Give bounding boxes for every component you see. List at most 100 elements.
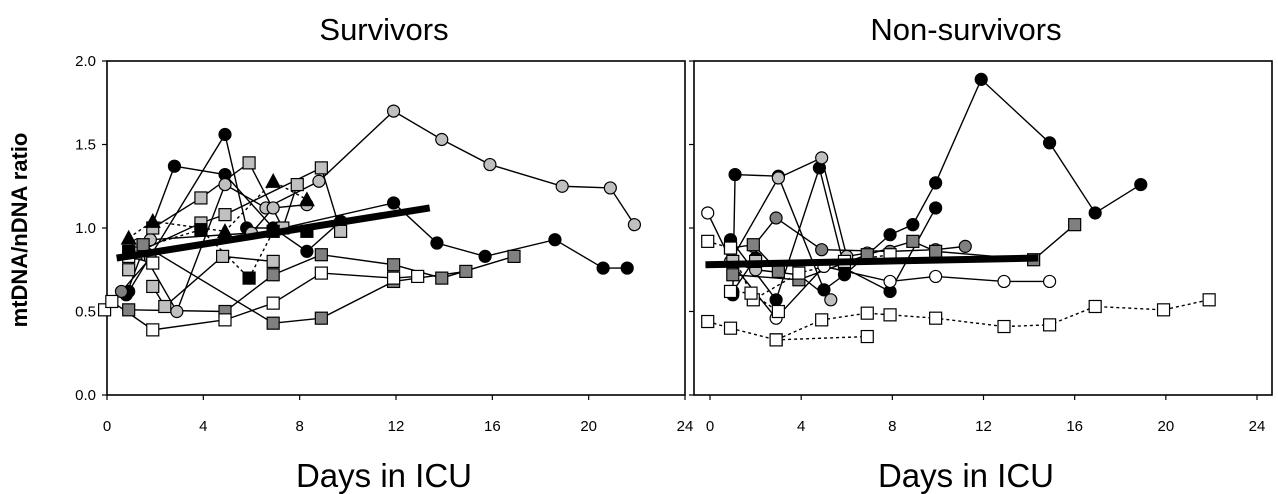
data-point xyxy=(218,177,232,192)
panel-title-non-survivors: Non-survivors xyxy=(870,12,1061,47)
data-point xyxy=(265,172,282,188)
data-point xyxy=(815,313,829,327)
data-point xyxy=(146,279,160,294)
data-point xyxy=(723,284,738,299)
chart-panel-non-survivors: Non-survivors 0 4 8 12 16 20 24 Days in ICU xyxy=(689,12,1273,494)
x-tick-label: 24 xyxy=(677,418,694,435)
data-point xyxy=(167,159,182,173)
y-tick-label: 0.5 xyxy=(75,304,96,321)
series-line xyxy=(152,255,274,308)
x-tick-label: 16 xyxy=(1066,418,1083,435)
data-point xyxy=(1156,303,1171,317)
data-point xyxy=(974,72,988,86)
x-tick-label: 4 xyxy=(199,418,207,435)
x-tick-label: 8 xyxy=(888,418,896,435)
data-point xyxy=(997,274,1011,289)
data-point xyxy=(997,319,1011,334)
data-point xyxy=(771,304,785,319)
data-point xyxy=(883,274,897,289)
data-point xyxy=(478,249,492,263)
x-tick-label: 20 xyxy=(580,418,597,435)
data-point xyxy=(883,308,897,322)
data-point xyxy=(824,293,838,307)
data-point xyxy=(627,218,642,232)
series-line xyxy=(128,132,628,292)
series-line xyxy=(128,228,307,280)
data-point xyxy=(266,296,280,310)
x-axis-label-non-survivors: Days in ICU xyxy=(878,457,1054,494)
y-tick-label: 1.0 xyxy=(75,220,96,237)
data-point xyxy=(1134,177,1148,192)
data-point xyxy=(906,234,920,248)
data-point xyxy=(146,323,160,337)
data-point xyxy=(435,271,449,285)
data-point xyxy=(555,179,569,193)
data-point xyxy=(771,171,785,185)
data-point xyxy=(144,213,161,228)
x-tick-label: 24 xyxy=(1249,418,1266,435)
data-point xyxy=(105,294,119,309)
data-point xyxy=(1042,274,1057,289)
data-point xyxy=(218,208,232,222)
data-point xyxy=(792,266,806,280)
data-point xyxy=(701,206,715,220)
data-point xyxy=(817,283,831,297)
data-point xyxy=(815,151,829,165)
data-point xyxy=(120,229,137,245)
data-point xyxy=(701,234,715,248)
series-group-survivors xyxy=(97,104,642,337)
data-point xyxy=(929,176,943,190)
x-tick-label: 12 xyxy=(388,418,405,435)
data-point xyxy=(266,316,280,330)
data-point xyxy=(929,311,943,325)
data-point xyxy=(620,261,634,275)
data-point xyxy=(1068,218,1082,232)
y-tick-label: 2.0 xyxy=(75,53,96,70)
y-tick-label: 0.0 xyxy=(75,387,96,404)
data-point xyxy=(883,228,897,242)
data-point xyxy=(146,256,160,270)
data-point xyxy=(929,269,943,284)
data-point xyxy=(194,191,208,205)
data-point xyxy=(958,239,972,253)
data-point xyxy=(744,286,758,300)
data-point xyxy=(548,233,562,247)
data-point xyxy=(860,306,874,320)
data-point xyxy=(136,238,150,252)
data-point xyxy=(596,261,610,275)
data-point xyxy=(701,314,715,329)
data-point xyxy=(603,181,617,195)
series-line xyxy=(104,272,418,331)
data-point xyxy=(507,249,521,263)
data-point xyxy=(386,258,401,272)
data-point xyxy=(334,224,348,238)
data-point xyxy=(290,177,304,192)
data-point xyxy=(1088,299,1102,314)
data-point xyxy=(1088,206,1102,220)
data-point xyxy=(483,157,497,172)
data-point xyxy=(300,244,314,258)
data-point xyxy=(386,196,401,210)
data-point xyxy=(435,132,449,147)
data-point xyxy=(723,241,738,255)
data-point xyxy=(314,311,328,325)
x-axis-label-survivors: Days in ICU xyxy=(296,457,472,494)
x-tick-label: 0 xyxy=(706,418,714,435)
data-point xyxy=(815,243,829,257)
data-point xyxy=(266,254,280,268)
series-group-non-survivors xyxy=(701,72,1216,347)
data-point xyxy=(242,156,256,170)
data-point xyxy=(312,174,326,188)
y-tick-label: 1.5 xyxy=(75,137,96,154)
x-tick-label: 0 xyxy=(103,418,111,435)
data-point xyxy=(929,201,943,215)
trend-line xyxy=(116,204,431,262)
data-point xyxy=(314,266,328,280)
data-point xyxy=(122,263,136,277)
x-tick-label: 12 xyxy=(975,418,992,435)
data-point xyxy=(216,249,230,263)
x-tick-label: 4 xyxy=(797,418,805,435)
data-point xyxy=(170,304,184,319)
data-point xyxy=(906,218,920,232)
